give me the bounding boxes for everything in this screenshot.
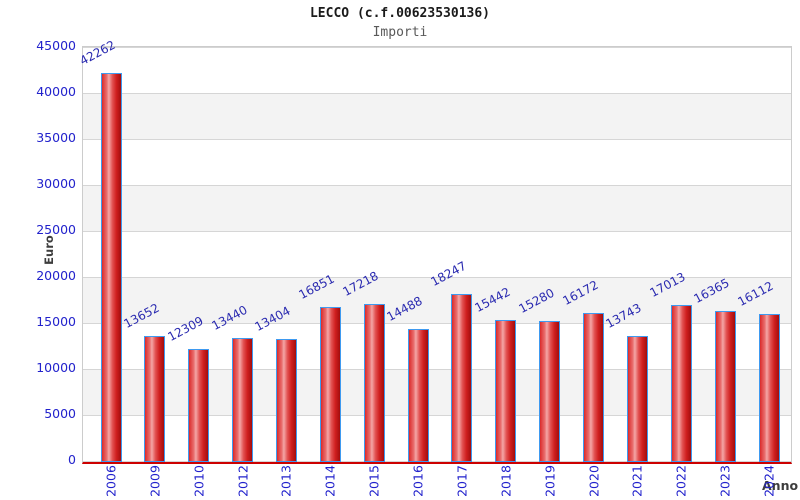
bar <box>626 335 648 462</box>
y-tick-label: 5000 <box>44 406 76 421</box>
bar-value-label: 16112 <box>735 278 776 309</box>
bar <box>583 313 605 462</box>
bar-value-label: 18247 <box>428 258 469 290</box>
x-tick-label: 2019 <box>542 465 558 497</box>
x-tick-label: 2020 <box>586 465 602 497</box>
bar-value-label: 14488 <box>384 293 425 324</box>
bar <box>188 348 210 462</box>
bar-value-label: 15442 <box>472 284 513 315</box>
x-tick-label: 2015 <box>366 465 382 497</box>
x-tick-label: 2018 <box>498 465 514 497</box>
chart-subtitle: Importi <box>372 25 428 40</box>
x-tick-label: 2023 <box>717 465 733 497</box>
bar <box>232 338 254 462</box>
y-tick-label: 25000 <box>36 222 76 237</box>
bar <box>407 328 429 462</box>
x-tick-label: 2016 <box>410 465 426 497</box>
bar <box>100 73 122 462</box>
bar-value-label: 13404 <box>252 303 294 334</box>
bar-value-label: 16851 <box>296 271 338 302</box>
y-tick-label: 15000 <box>36 314 76 329</box>
bar <box>363 303 385 462</box>
bar <box>758 313 780 462</box>
y-tick-label: 45000 <box>36 38 76 53</box>
x-tick-label: 2017 <box>454 465 470 497</box>
bar-value-label: 17013 <box>647 270 689 301</box>
x-tick-label: 2013 <box>278 465 294 497</box>
y-tick-label: 35000 <box>36 130 76 145</box>
bar-value-label: 42262 <box>77 37 118 69</box>
x-tick-label: 2012 <box>235 465 251 497</box>
bar <box>144 336 166 462</box>
x-tick-label: 2021 <box>629 465 645 497</box>
y-tick-label: 20000 <box>36 268 76 283</box>
x-tick-label: 2010 <box>191 465 207 497</box>
chart-title: LECCO (c.f.00623530136) <box>309 6 490 21</box>
bar <box>714 311 736 462</box>
bar <box>495 319 517 462</box>
bar-value-label: 12309 <box>165 313 206 344</box>
bar-value-label: 13743 <box>603 300 645 331</box>
y-tick-label: 0 <box>68 452 76 467</box>
bar-value-label: 17218 <box>340 268 381 299</box>
bar-value-label: 16365 <box>691 276 732 307</box>
bar <box>275 338 297 462</box>
bar <box>451 294 473 462</box>
x-tick-label: 2009 <box>147 465 163 497</box>
y-tick-label: 30000 <box>36 176 76 191</box>
bar-value-label: 15280 <box>516 286 557 317</box>
plot-area: 42262 13652 12309 13440 13404 16851 17218 14488… <box>77 38 792 464</box>
y-tick-label: 10000 <box>36 360 76 375</box>
bar <box>319 306 341 462</box>
x-tick-label: 2024 <box>761 465 777 497</box>
y-tick-label: 40000 <box>36 84 76 99</box>
x-tick-label: 2006 <box>103 465 119 497</box>
bar <box>670 305 692 462</box>
bar <box>539 321 561 462</box>
x-tick-label: 2022 <box>673 465 689 497</box>
bar-value-label: 13652 <box>121 301 162 332</box>
x-axis-title: Anno <box>762 478 799 493</box>
y-axis-title: Euro <box>42 235 56 265</box>
bar-value-label: 16172 <box>559 277 601 309</box>
bar-value-label: 13440 <box>209 303 250 334</box>
x-tick-label: 2014 <box>322 465 338 497</box>
